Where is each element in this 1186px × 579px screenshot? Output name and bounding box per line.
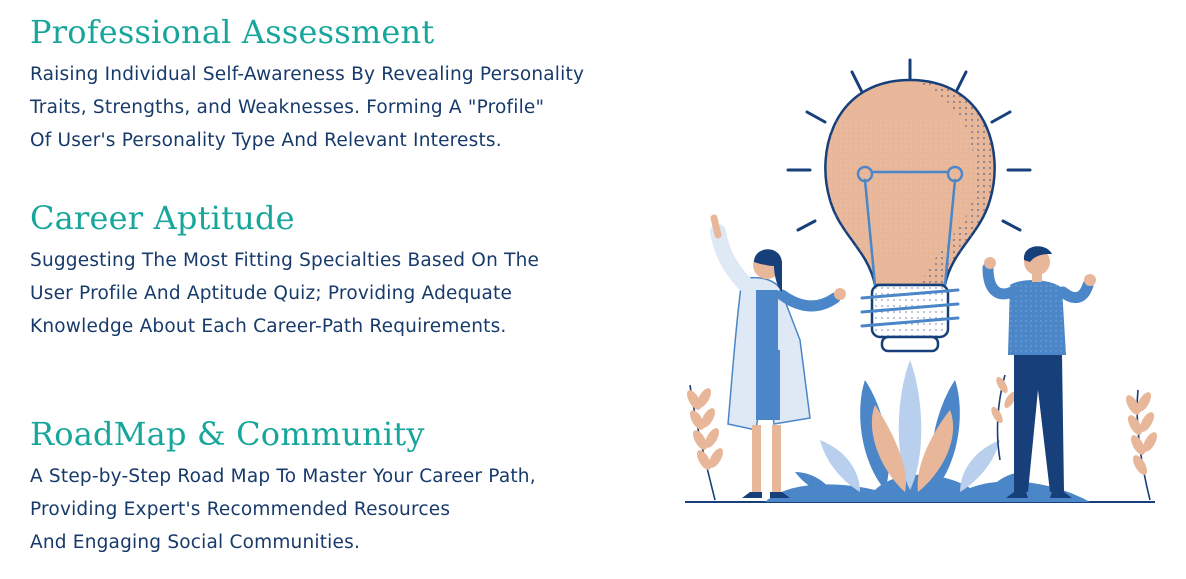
description-line: Providing Expert's Recommended Resources [30, 499, 451, 520]
plants [795, 360, 1025, 495]
description-line: Traits, Strengths, and Weaknesses. Formi… [30, 97, 545, 118]
description-line: User Profile And Aptitude Quiz; Providin… [30, 283, 513, 304]
feature-roadmap-community: RoadMap & Community A Step-by-Step Road … [30, 414, 536, 559]
feature-title: Professional Assessment [30, 13, 435, 51]
lightbulb-ideas-icon [670, 40, 1170, 520]
description-line: A Step-by-Step Road Map To Master Your C… [30, 466, 536, 487]
feature-description: Suggesting The Most Fitting Specialties … [30, 244, 539, 343]
feature-professional-assessment: Professional Assessment Raising Individu… [30, 12, 584, 157]
feature-career-aptitude: Career Aptitude Suggesting The Most Fitt… [30, 198, 539, 343]
feature-description: Raising Individual Self-Awareness By Rev… [30, 58, 584, 157]
light-rays [786, 58, 1032, 232]
description-line: And Engaging Social Communities. [30, 532, 361, 553]
description-line: Knowledge About Each Career-Path Require… [30, 316, 507, 337]
description-line: Raising Individual Self-Awareness By Rev… [30, 64, 585, 85]
feature-title: Career Aptitude [30, 199, 295, 237]
feature-description: A Step-by-Step Road Map To Master Your C… [30, 460, 536, 559]
lightbulb [824, 78, 996, 353]
woman-figure [710, 214, 846, 498]
man-figure [982, 246, 1096, 498]
description-line: Of User's Personality Type And Relevant … [30, 130, 502, 151]
feature-title: RoadMap & Community [30, 415, 425, 453]
description-line: Suggesting The Most Fitting Specialties … [30, 250, 540, 271]
